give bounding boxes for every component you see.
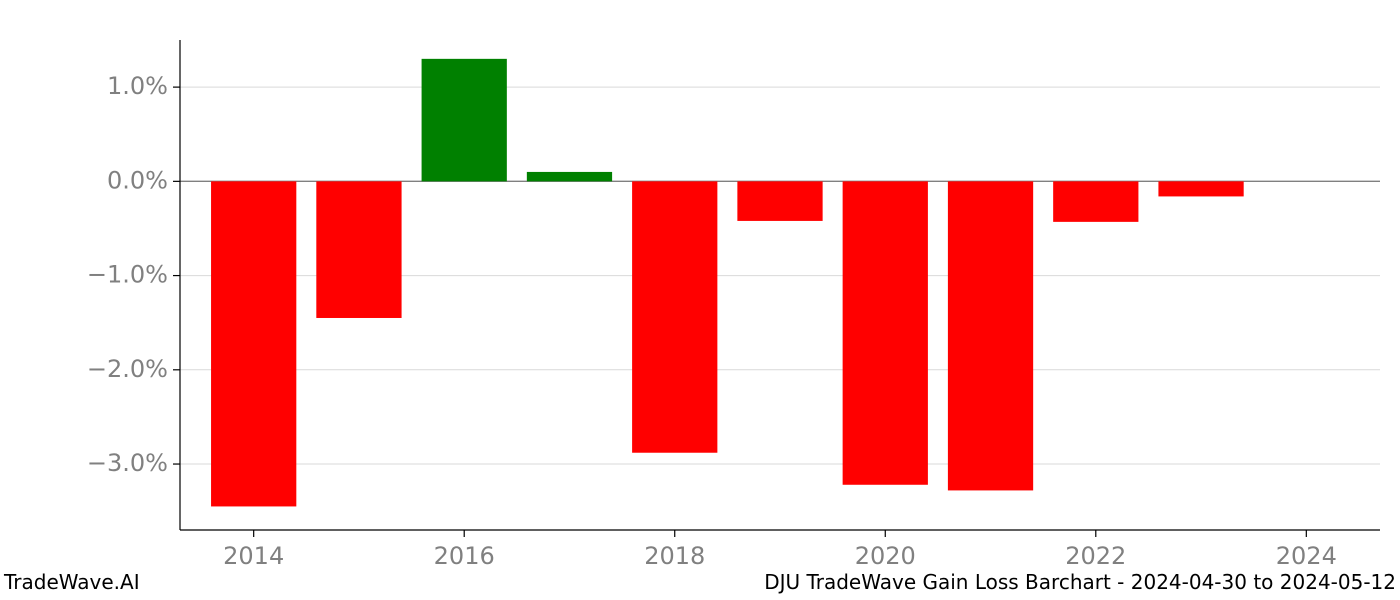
bar	[316, 181, 401, 318]
xtick-label: 2022	[1065, 542, 1126, 570]
chart-container: −3.0% −2.0% −1.0% 0.0% 1.0% 2014 2016 2018 2020 2…	[0, 0, 1400, 600]
ytick-label: 1.0%	[107, 72, 168, 100]
bar	[1158, 181, 1243, 196]
ytick-label: 0.0%	[107, 166, 168, 194]
gain-loss-barchart: −3.0% −2.0% −1.0% 0.0% 1.0% 2014 2016 2018 2020 2…	[0, 0, 1400, 600]
xtick-label: 2014	[223, 542, 284, 570]
ytick-label: −3.0%	[87, 449, 168, 477]
footer-right-text: DJU TradeWave Gain Loss Barchart - 2024-…	[764, 570, 1396, 594]
bar	[211, 181, 296, 506]
xtick-label: 2016	[434, 542, 495, 570]
footer-left-text: TradeWave.AI	[4, 570, 140, 594]
xtick-label: 2020	[855, 542, 916, 570]
bar	[948, 181, 1033, 490]
bar	[737, 181, 822, 221]
bar	[632, 181, 717, 452]
bar	[1053, 181, 1138, 222]
bar	[843, 181, 928, 484]
ytick-label: −2.0%	[87, 355, 168, 383]
xtick-label: 2018	[644, 542, 705, 570]
ytick-label: −1.0%	[87, 261, 168, 289]
bar	[422, 59, 507, 182]
xtick-label: 2024	[1276, 542, 1337, 570]
bar	[527, 172, 612, 181]
